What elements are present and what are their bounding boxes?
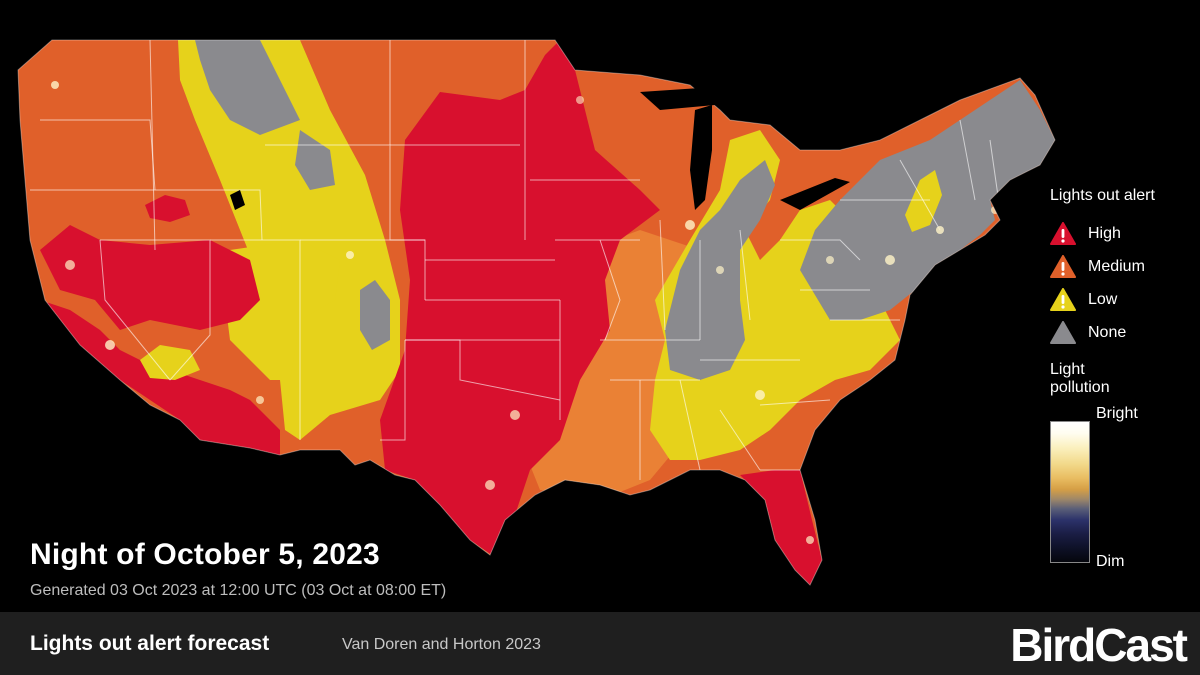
light-pollution-heading-line2: pollution <box>1050 379 1110 396</box>
forecast-map: Night of October 5, 2023 Generated 03 Oc… <box>17 39 1200 600</box>
legend-item-low: Low <box>1050 283 1200 316</box>
light-pollution-dim-label: Dim <box>1096 553 1125 570</box>
alert-none-zone-rockies <box>360 280 390 350</box>
birdcast-logo: BirdCast <box>1010 619 1188 671</box>
light-pollution-heading-line1: Light <box>1050 361 1085 378</box>
legend-label-high: High <box>1088 224 1121 242</box>
map-title: Night of October 5, 2023 <box>30 538 380 571</box>
triangle-none-icon <box>1050 320 1076 344</box>
legend-item-medium: Medium <box>1050 250 1200 283</box>
us-map-svg <box>17 39 1056 586</box>
legend: Lights out alert High Medium Lo <box>1050 187 1200 570</box>
legend-item-high: High <box>1050 217 1200 250</box>
alert-high-zone-plains-west <box>145 195 190 222</box>
generated-timestamp: Generated 03 Oct 2023 at 12:00 UTC (03 O… <box>30 582 447 599</box>
footer-title: Lights out alert forecast <box>30 632 270 655</box>
lake-erie <box>780 178 850 210</box>
great-salt-lake <box>230 190 245 210</box>
light-pollution-gradient-bar <box>1050 421 1090 563</box>
alert-high-zone-central <box>380 40 660 555</box>
light-pollution-bright-label: Bright <box>1096 405 1138 422</box>
lake-michigan <box>690 105 712 210</box>
lake-superior <box>640 88 735 110</box>
footer-credit: Van Doren and Horton 2023 <box>342 636 541 653</box>
city-lights <box>51 81 999 544</box>
alert-high-zone-florida <box>740 470 822 585</box>
alert-high-zone-west <box>40 225 260 330</box>
legend-label-none: None <box>1088 323 1127 341</box>
light-pollution-heading: Light pollution <box>1050 361 1200 397</box>
title-block: Night of October 5, 2023 Generated 03 Oc… <box>30 538 446 600</box>
warning-triangle-high-icon <box>1050 221 1076 245</box>
warning-triangle-medium-icon <box>1050 254 1076 278</box>
footer-bar: Lights out alert forecast Van Doren and … <box>0 612 1200 675</box>
legend-label-low: Low <box>1088 290 1118 308</box>
legend-heading: Lights out alert <box>1050 187 1155 204</box>
legend-item-none: None <box>1050 316 1200 349</box>
warning-triangle-low-icon <box>1050 287 1076 311</box>
light-pollution-scale: Bright Dim <box>1050 403 1200 570</box>
alert-low-zone-nevada <box>140 345 200 380</box>
alert-none-zone-west <box>195 40 300 135</box>
legend-label-medium: Medium <box>1088 257 1145 275</box>
